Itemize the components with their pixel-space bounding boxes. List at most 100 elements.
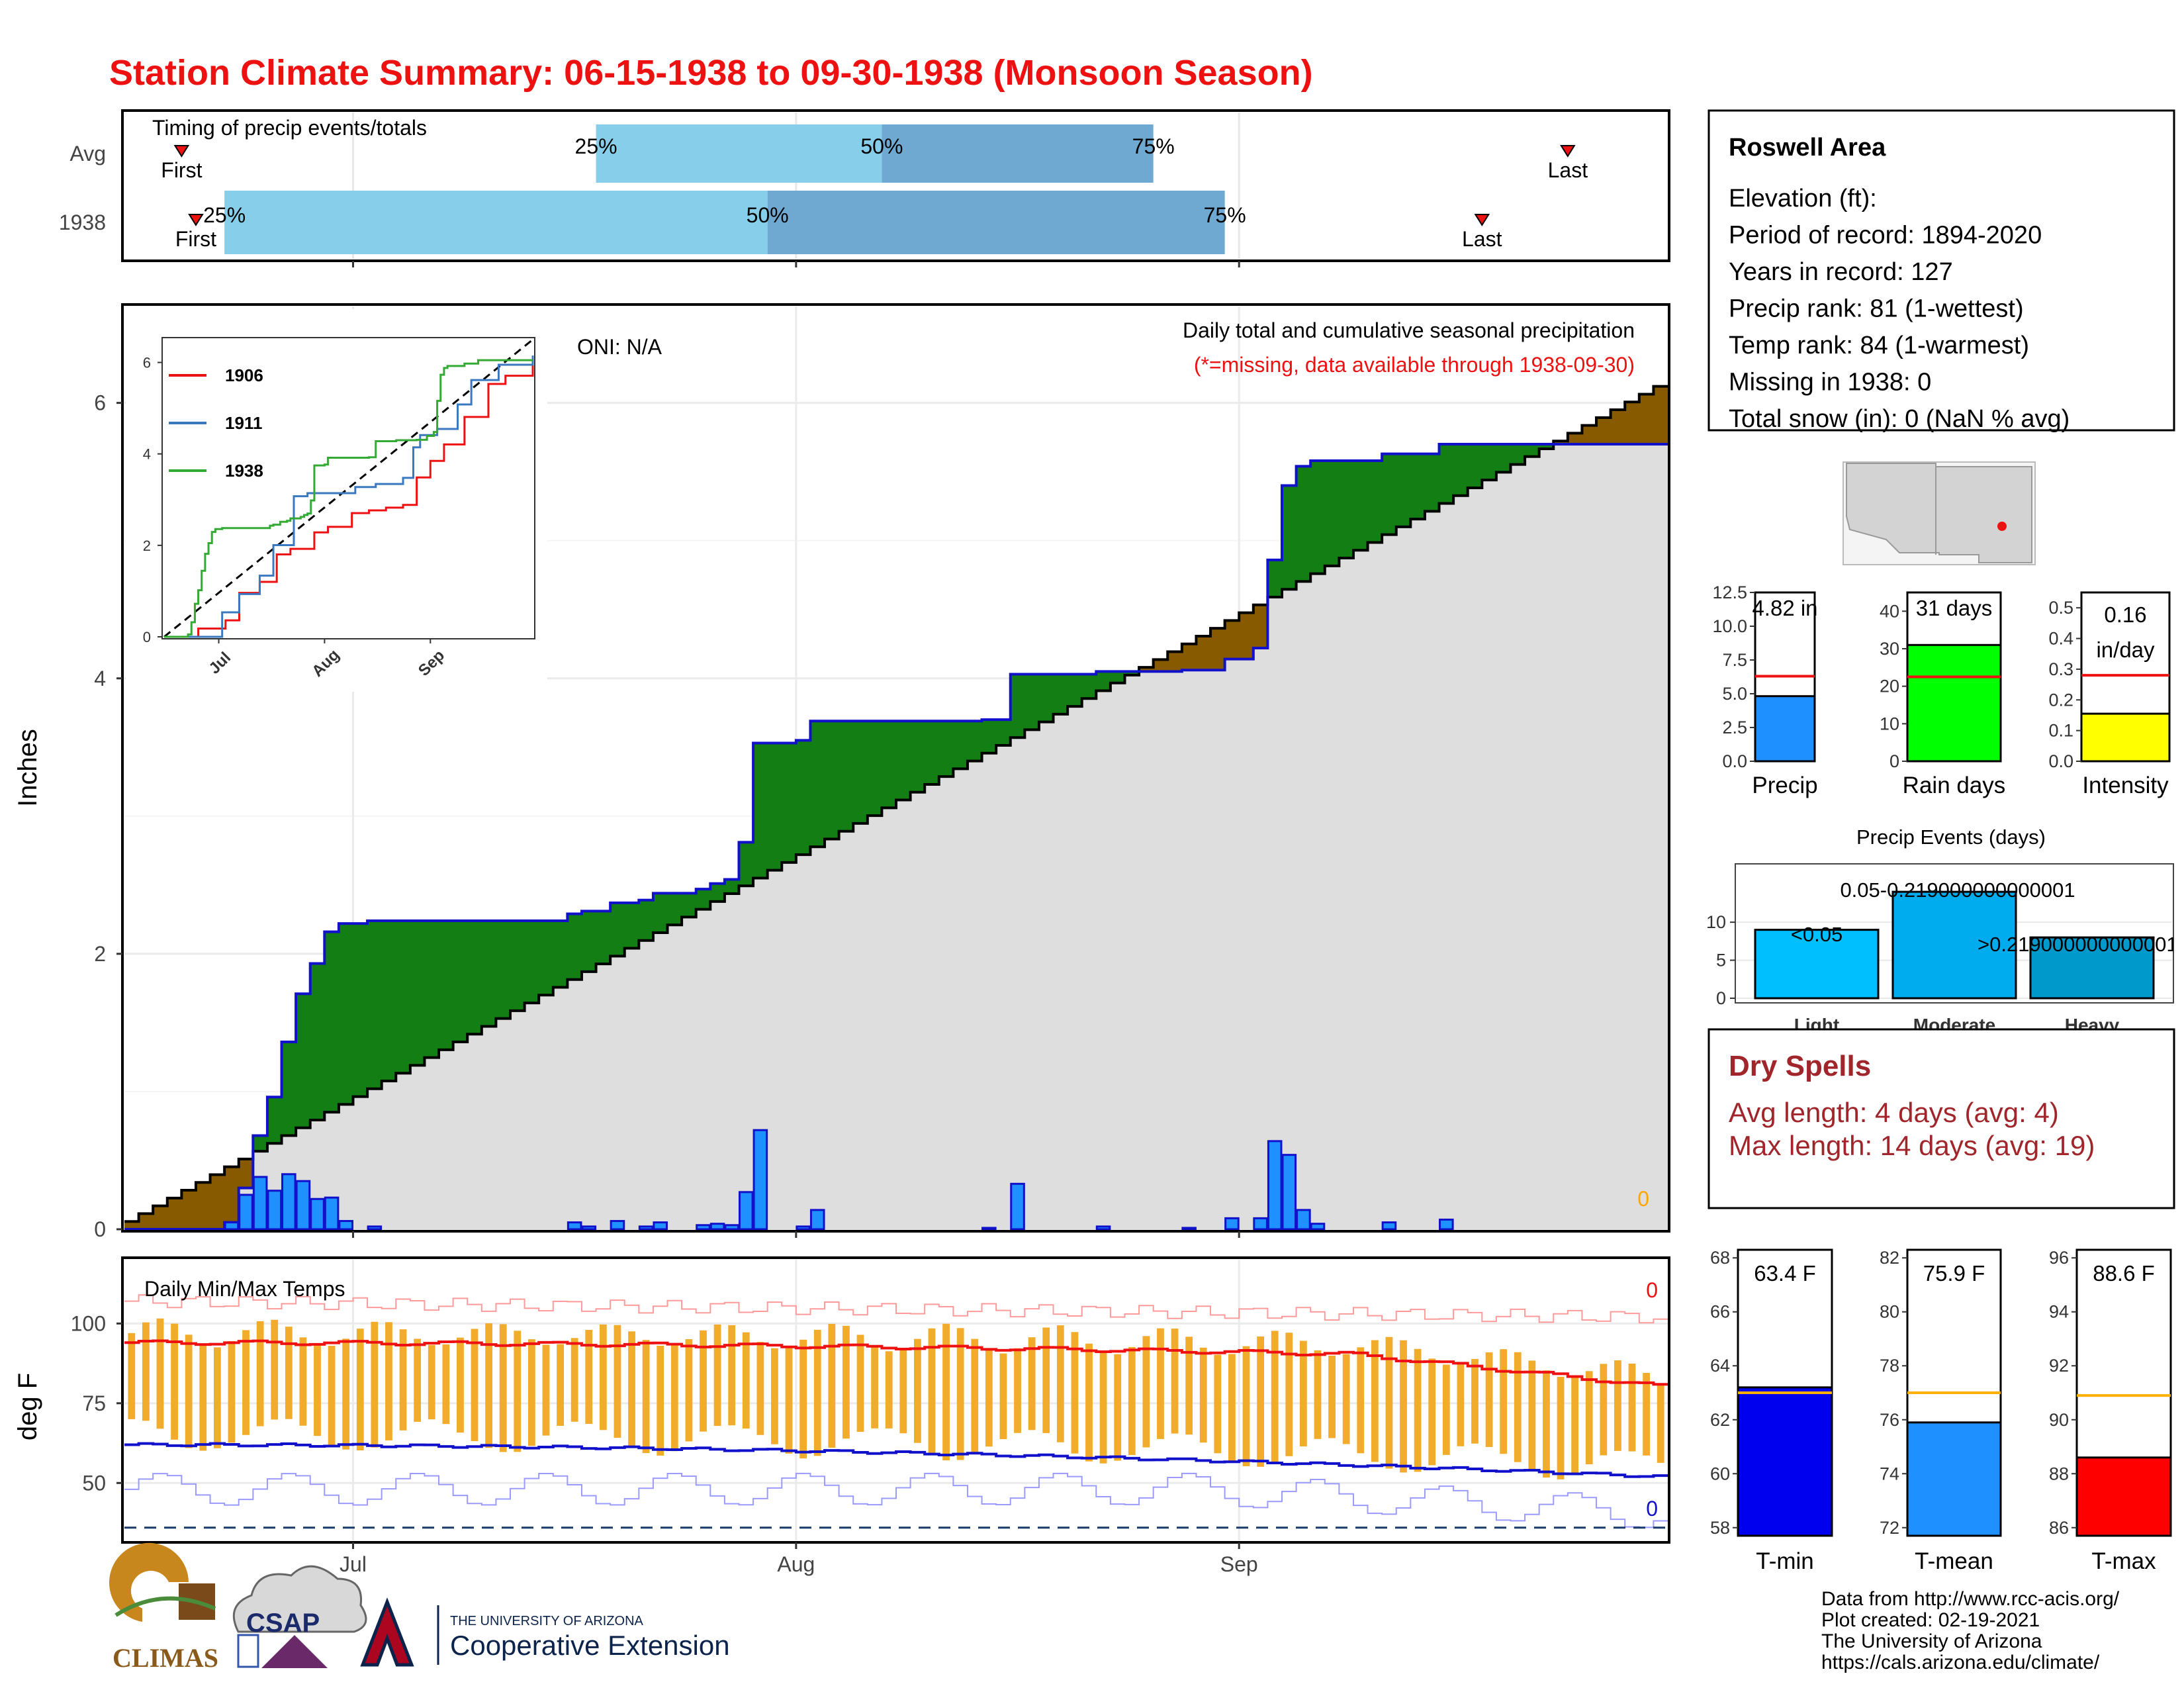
daily-temp-range-bar xyxy=(1614,1360,1621,1451)
summary-axis-label-0: Precip xyxy=(1752,773,1817,798)
timing-label-50-1: 50% xyxy=(747,203,789,227)
station-info-line-2: Years in record: 127 xyxy=(1729,258,1953,286)
cumulative-diff-segment xyxy=(1539,444,1554,449)
summary-value-bar-0 xyxy=(1754,695,1816,763)
temp-summary-value-0: 63.4 F xyxy=(1754,1261,1816,1286)
cumulative-diff-segment xyxy=(1053,674,1068,714)
temp-caption: Daily Min/Max Temps xyxy=(144,1277,345,1301)
cumulative-diff-segment xyxy=(581,911,597,972)
cumulative-diff-segment xyxy=(381,920,396,1081)
daily-temp-range-bar xyxy=(1385,1336,1393,1469)
inset-y-tick-label-3: 6 xyxy=(143,355,151,371)
cumulative-diff-segment xyxy=(153,1205,168,1229)
month-tick-label-1: Aug xyxy=(777,1552,815,1576)
daily-precip-bar xyxy=(238,1194,253,1231)
cumulative-diff-segment xyxy=(224,1166,240,1223)
cumulative-diff-segment xyxy=(610,902,625,957)
oni-label: ONI: N/A xyxy=(577,335,662,359)
ua-a-logo-shape xyxy=(360,1597,414,1667)
daily-precip-bar xyxy=(1181,1227,1197,1231)
precip-event-value-label-2: >0.219000000000001 xyxy=(1978,933,2178,956)
daily-temp-range-bar xyxy=(1299,1340,1307,1447)
precip-y-tick-label-1: 2 xyxy=(94,942,106,966)
daily-temp-range-bar xyxy=(1657,1383,1664,1463)
temp-summary-panels: 58 60 62 64 66 68 63.4 F T-min 72 74 76 78 80 82 75.9 … xyxy=(1710,1248,2172,1574)
cumulative-diff-segment xyxy=(782,743,797,863)
cumulative-diff-segment xyxy=(1310,461,1326,574)
cumulative-diff-segment xyxy=(181,1190,197,1229)
timing-bar-50-75-0 xyxy=(882,124,1154,183)
events-tick-label-1: 5 xyxy=(1716,951,1726,970)
cumulative-diff-segment xyxy=(1010,674,1025,738)
temp-summary-tick-label-2-4: 94 xyxy=(2049,1302,2069,1322)
daily-precip-bar xyxy=(1296,1209,1311,1231)
daily-precip-bar xyxy=(338,1220,353,1231)
temp-summary-tick-label-2-3: 92 xyxy=(2049,1356,2069,1376)
cumulative-diff-segment xyxy=(653,893,668,933)
cumulative-diff-segment xyxy=(910,721,925,792)
daily-temp-range-bar xyxy=(499,1324,507,1452)
cumulative-diff-segment xyxy=(1153,659,1168,672)
timing-bar-50-75-1 xyxy=(767,191,1225,254)
daily-temp-range-bar xyxy=(670,1345,678,1452)
temp-summary-tick-label-0-4: 66 xyxy=(1710,1302,1730,1322)
cumulative-diff-segment xyxy=(1396,453,1411,527)
daily-temp-range-bar xyxy=(942,1323,950,1461)
cumulative-diff-segment xyxy=(696,889,711,910)
daily-precip-bar xyxy=(752,1129,768,1231)
daily-temp-range-bar xyxy=(1600,1364,1608,1456)
daily-temp-range-bar xyxy=(485,1323,493,1448)
temp-summary-tick-label-0-3: 64 xyxy=(1710,1356,1730,1376)
precip-event-bar-moderate xyxy=(1891,890,2017,1000)
cumulative-diff-segment xyxy=(210,1174,225,1229)
inset-series-1906 xyxy=(164,364,534,638)
daily-temp-range-bar xyxy=(1485,1352,1493,1447)
cumulative-diff-segment xyxy=(624,902,639,949)
temp-summary-tick-label-0-1: 60 xyxy=(1710,1464,1730,1483)
cumulative-diff-segment xyxy=(1124,671,1140,675)
cumulative-diff-segment xyxy=(167,1197,182,1229)
daily-temp-range-bar xyxy=(242,1330,250,1435)
cumulative-diff-segment xyxy=(753,743,768,878)
cumulative-diff-segment xyxy=(1339,461,1354,559)
daily-precip-bar xyxy=(324,1196,340,1231)
precip-event-bar-heavy xyxy=(2029,936,2155,1000)
inset-legend-label-1911: 1911 xyxy=(225,413,262,433)
csap-logo-text: CSAP xyxy=(246,1609,320,1638)
cumulative-diff-segment xyxy=(1296,466,1311,582)
timing-row-label-avg: Avg xyxy=(69,142,106,165)
month-tick-label-2: Sep xyxy=(1220,1552,1258,1576)
cumulative-diff-segment xyxy=(1467,444,1482,488)
daily-temp-range-bar xyxy=(414,1338,422,1422)
daily-temp-range-bar xyxy=(657,1345,664,1456)
daily-temp-range-bar xyxy=(1142,1336,1150,1448)
station-info-line-1: Period of record: 1894-2020 xyxy=(1729,222,2042,250)
cumulative-diff-segment xyxy=(1625,402,1640,445)
timing-label-50-0: 50% xyxy=(860,134,903,158)
summary-value-label-1: 31 days xyxy=(1916,596,1993,620)
daily-temp-range-bar xyxy=(228,1341,236,1443)
daily-precip-bar xyxy=(709,1223,725,1231)
daily-precip-bar xyxy=(224,1221,240,1231)
cumulative-diff-segment xyxy=(1424,453,1440,512)
daily-precip-bar xyxy=(724,1224,739,1231)
dry-spells-frame xyxy=(1707,1028,2175,1209)
summary-tick-label-1-1: 10 xyxy=(1880,714,1899,733)
temp-summary-tick-label-1-0: 72 xyxy=(1880,1518,1899,1538)
inset-series-1911 xyxy=(164,355,534,638)
daily-temp-range-bar xyxy=(428,1344,435,1420)
cumulative-diff-segment xyxy=(1038,674,1054,722)
daily-precip-bar xyxy=(1281,1154,1297,1231)
cumulative-diff-segment xyxy=(710,883,725,902)
cumulative-diff-segment xyxy=(938,721,954,777)
temp-summary-label-0: T-min xyxy=(1756,1548,1814,1574)
temp-summary-tick-label-2-2: 90 xyxy=(2049,1410,2069,1430)
ua-logo-line1: THE UNIVERSITY OF ARIZONA xyxy=(450,1614,644,1628)
daily-temp-range-bar xyxy=(1514,1352,1522,1462)
daily-precip-bar xyxy=(581,1225,597,1231)
temp-summary-value-2: 88.6 F xyxy=(2093,1261,2155,1286)
daily-temp-range-bar xyxy=(213,1347,221,1448)
cumulative-diff-segment xyxy=(925,721,940,784)
summary-tick-label-0-1: 2.5 xyxy=(1722,718,1747,737)
